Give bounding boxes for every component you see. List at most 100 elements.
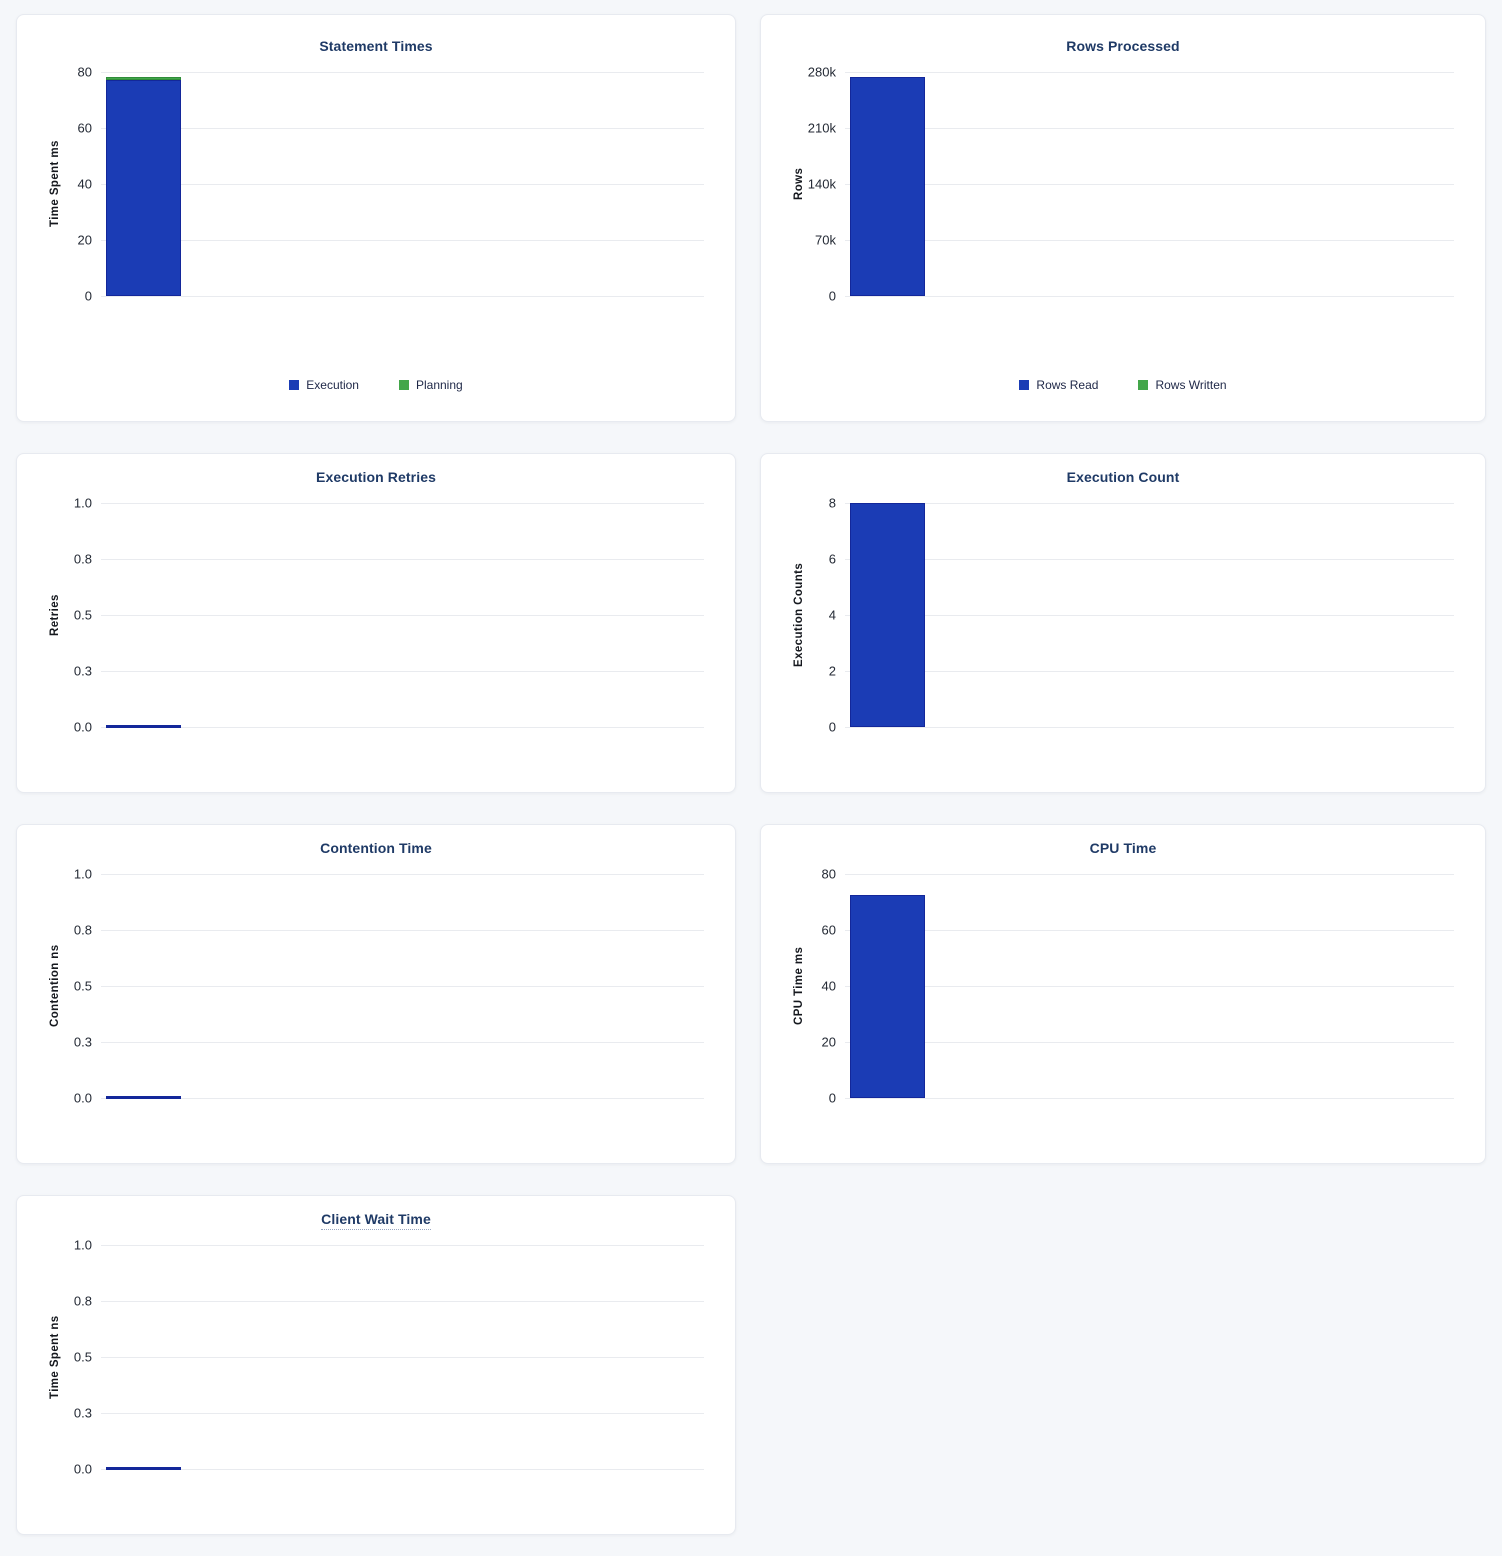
y-axis-label: Time Spent ns	[49, 1315, 61, 1399]
y-tick-label: 0	[84, 288, 92, 304]
chart-title-text: Rows Processed	[1066, 38, 1180, 54]
y-tick-label: 140k	[807, 176, 836, 192]
legend-color-swatch	[398, 380, 409, 390]
panel-cpu-time: CPU Time CPU Time ms 80 60 40 20 0	[760, 824, 1486, 1164]
y-tick-label: 80	[821, 866, 836, 882]
y-tick-label: 70k	[815, 232, 836, 248]
y-tick-label: 60	[821, 922, 836, 938]
gridline	[845, 559, 1454, 560]
legend-item-rows-written[interactable]: Rows Written	[1138, 378, 1227, 392]
chart-title-text[interactable]: Client Wait Time	[321, 1211, 431, 1230]
plot-area: 80 60 40 20 0	[822, 867, 1454, 1106]
plot-area: 8 6 4 2 0	[829, 496, 1454, 735]
y-tick-label: 20	[821, 1034, 836, 1050]
y-tick-label: 210k	[807, 120, 836, 136]
gridline	[845, 184, 1454, 185]
legend-label: Rows Written	[1155, 378, 1227, 392]
plot-area: 1.0 0.8 0.5 0.3 0.0	[74, 867, 704, 1106]
gridline	[101, 559, 704, 560]
gridline	[845, 874, 1454, 875]
zero-value-bar	[106, 725, 181, 728]
legend-color-swatch	[289, 380, 300, 390]
gridline	[101, 1413, 704, 1414]
panel-execution-count: Execution Count Execution Counts 8 6 4 2 0	[760, 453, 1486, 793]
gridline	[101, 240, 704, 241]
y-tick-label: 2	[828, 663, 836, 679]
y-tick-label: 80	[77, 64, 92, 80]
chart-legend: Execution Planning	[17, 378, 735, 392]
y-axis-label: Rows	[793, 167, 805, 201]
chart-title: Client Wait Time	[17, 1211, 735, 1230]
gridline	[845, 986, 1454, 987]
y-tick-label: 0	[828, 719, 836, 735]
gridline	[845, 72, 1454, 73]
gridline	[101, 1301, 704, 1302]
gridline	[101, 986, 704, 987]
chart-title-text: Execution Retries	[316, 469, 436, 485]
gridline	[845, 1098, 1454, 1099]
plot-area: 80 60 40 20 0	[78, 65, 704, 304]
legend-label: Rows Read	[1036, 378, 1099, 392]
chart-title: Statement Times	[17, 38, 735, 54]
y-tick-label: 0.0	[73, 1461, 92, 1477]
plot-area: 1.0 0.8 0.5 0.3 0.0	[74, 496, 704, 735]
zero-value-bar	[106, 1467, 181, 1470]
y-tick-label: 40	[821, 978, 836, 994]
legend-label: Execution	[306, 378, 359, 392]
bar-segment-cpu-time	[850, 895, 925, 1098]
chart-title-text: Statement Times	[319, 38, 433, 54]
legend-item-rows-read[interactable]: Rows Read	[1019, 378, 1098, 392]
gridline	[845, 503, 1454, 504]
gridline	[845, 128, 1454, 129]
bar-segment-planning	[106, 77, 181, 80]
y-tick-label: 40	[77, 176, 92, 192]
gridline	[101, 1357, 704, 1358]
gridline	[101, 1469, 704, 1470]
bar-statement-times	[106, 77, 181, 296]
legend-item-planning[interactable]: Planning	[398, 378, 463, 392]
gridline	[101, 1245, 704, 1246]
y-tick-label: 0.5	[73, 978, 92, 994]
y-tick-label: 1.0	[73, 495, 92, 511]
gridline	[101, 296, 704, 297]
y-axis-label: CPU Time ms	[793, 946, 805, 1026]
bar-segment-execution	[106, 80, 181, 296]
legend-item-execution[interactable]: Execution	[289, 378, 359, 392]
bar-segment-rows-read	[850, 77, 925, 296]
chart-legend: Rows Read Rows Written	[761, 378, 1485, 392]
bar-rows-processed	[850, 77, 925, 296]
chart-title: Execution Count	[761, 469, 1485, 485]
legend-color-swatch	[1138, 380, 1149, 390]
gridline	[101, 615, 704, 616]
gridline	[101, 671, 704, 672]
y-tick-label: 0	[828, 288, 836, 304]
chart-title: CPU Time	[761, 840, 1485, 856]
panel-statement-times: Statement Times Time Spent ms 80 60 40 20 0 …	[16, 14, 736, 422]
gridline	[101, 930, 704, 931]
chart-title-text: CPU Time	[1089, 840, 1157, 856]
y-axis-label: Retries	[49, 594, 61, 636]
chart-title: Rows Processed	[761, 38, 1485, 54]
zero-value-bar	[106, 1096, 181, 1099]
legend-label: Planning	[415, 378, 463, 392]
panel-contention-time: Contention Time Contention ns 1.0 0.8 0.5 0…	[16, 824, 736, 1164]
gridline	[845, 1042, 1454, 1043]
gridline	[845, 671, 1454, 672]
chart-title: Execution Retries	[17, 469, 735, 485]
gridline	[101, 727, 704, 728]
y-tick-label: 0.8	[73, 551, 92, 567]
y-tick-label: 280k	[807, 64, 836, 80]
y-axis-label: Contention ns	[49, 944, 61, 1028]
y-tick-label: 1.0	[73, 1237, 92, 1253]
panel-rows-processed: Rows Processed Rows 280k 210k 140k 70k 0 Row…	[760, 14, 1486, 422]
y-tick-label: 0	[828, 1090, 836, 1106]
plot-area: 1.0 0.8 0.5 0.3 0.0	[74, 1238, 704, 1477]
y-tick-label: 8	[828, 495, 836, 511]
gridline	[845, 240, 1454, 241]
chart-title-text: Execution Count	[1066, 469, 1180, 485]
y-tick-label: 0.5	[73, 607, 92, 623]
panel-execution-retries: Execution Retries Retries 1.0 0.8 0.5 0.3 0.…	[16, 453, 736, 793]
y-tick-label: 0.3	[73, 663, 92, 679]
y-tick-label: 4	[828, 607, 836, 623]
gridline	[845, 615, 1454, 616]
